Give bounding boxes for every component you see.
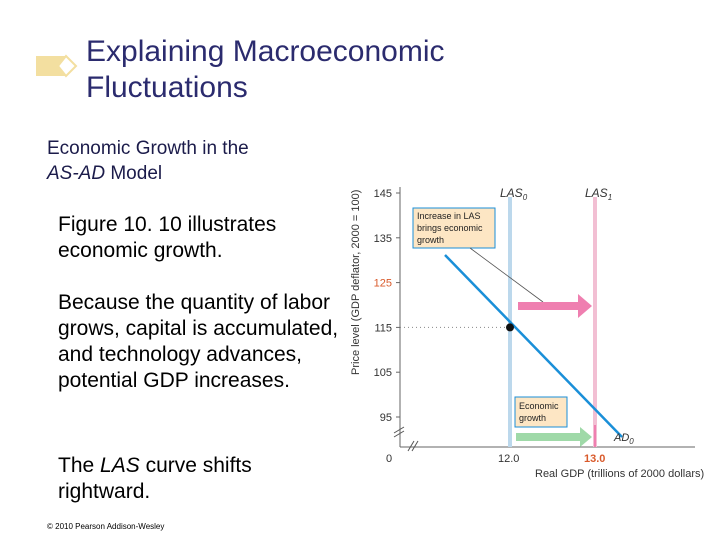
x-tick-13: 13.0 [584, 453, 605, 465]
paragraph-growth-causes: Because the quantity of labor grows, cap… [58, 291, 339, 392]
callout1-line2: brings economic [417, 223, 483, 233]
ad0-curve [444, 254, 623, 438]
copyright-notice: © 2010 Pearson Addison-Wesley [47, 522, 165, 531]
slide-title-line1: Explaining Macroeconomic [86, 35, 445, 68]
ad0-label-sub: 0 [629, 437, 634, 446]
subtitle-asad: AS-AD [47, 163, 106, 184]
y-axis-label: Price level (GDP deflator, 2000 = 100) [350, 190, 362, 375]
callout1-line3: growth [417, 235, 444, 245]
title-decoration-icon [36, 54, 78, 78]
para3-post: curve shifts rightward. [58, 454, 252, 503]
subtitle-model: Model [105, 163, 163, 184]
y-tick-label: 115 [374, 322, 392, 334]
las1-label-main: LAS [585, 186, 608, 200]
y-tick-label: 95 [380, 412, 392, 424]
callout2-line2: growth [519, 413, 546, 423]
las1-label-sub: 1 [608, 193, 612, 202]
callout2-line1: Economic [519, 401, 559, 411]
las-shift-arrow [518, 294, 592, 318]
callout-economic-growth-box [514, 396, 568, 428]
y-tick-label: 105 [374, 367, 392, 379]
x-tick-12: 12.0 [498, 453, 519, 465]
axis-break-icon [393, 426, 419, 452]
subtitle-line2: AS-AD Model [47, 161, 249, 186]
para3-pre: The [58, 454, 101, 477]
paragraph-figure: Figure 10. 10 illustrates economic growt… [58, 213, 277, 262]
subtitle-line1: Economic Growth in the [47, 138, 249, 159]
economic-growth-figure: Price level (GDP deflator, 2000 = 100) 1… [350, 186, 704, 480]
paragraph-las-shift: The LAS curve shifts rightward. [58, 453, 328, 505]
slide-subtitle: Economic Growth in the AS-AD Model [47, 136, 249, 186]
y-tick-label: 125 [374, 278, 392, 290]
las1-label: LAS1 [585, 186, 612, 202]
callout1-pointer [469, 247, 544, 303]
para3-las: LAS [100, 454, 140, 477]
las0-label: LAS0 [500, 186, 528, 202]
las0-label-main: LAS [500, 186, 523, 200]
y-tick-label: 145 [374, 188, 392, 200]
x-axis-label: Real GDP (trillions of 2000 dollars) [535, 468, 704, 480]
equilibrium-point [506, 323, 514, 332]
ad0-label: AD0 [613, 432, 634, 446]
ad0-label-main: AD [613, 432, 629, 444]
slide-title: Explaining Macroeconomic Fluctuations [86, 34, 445, 106]
callout-increase-las-box [412, 207, 496, 249]
slide-title-line2: Fluctuations [86, 71, 248, 104]
las0-label-sub: 0 [523, 193, 528, 202]
y-tick-label: 135 [374, 233, 392, 245]
callout1-line1: Increase in LAS [417, 211, 481, 221]
gdp-growth-arrow [516, 427, 592, 447]
origin-label: 0 [386, 453, 392, 465]
